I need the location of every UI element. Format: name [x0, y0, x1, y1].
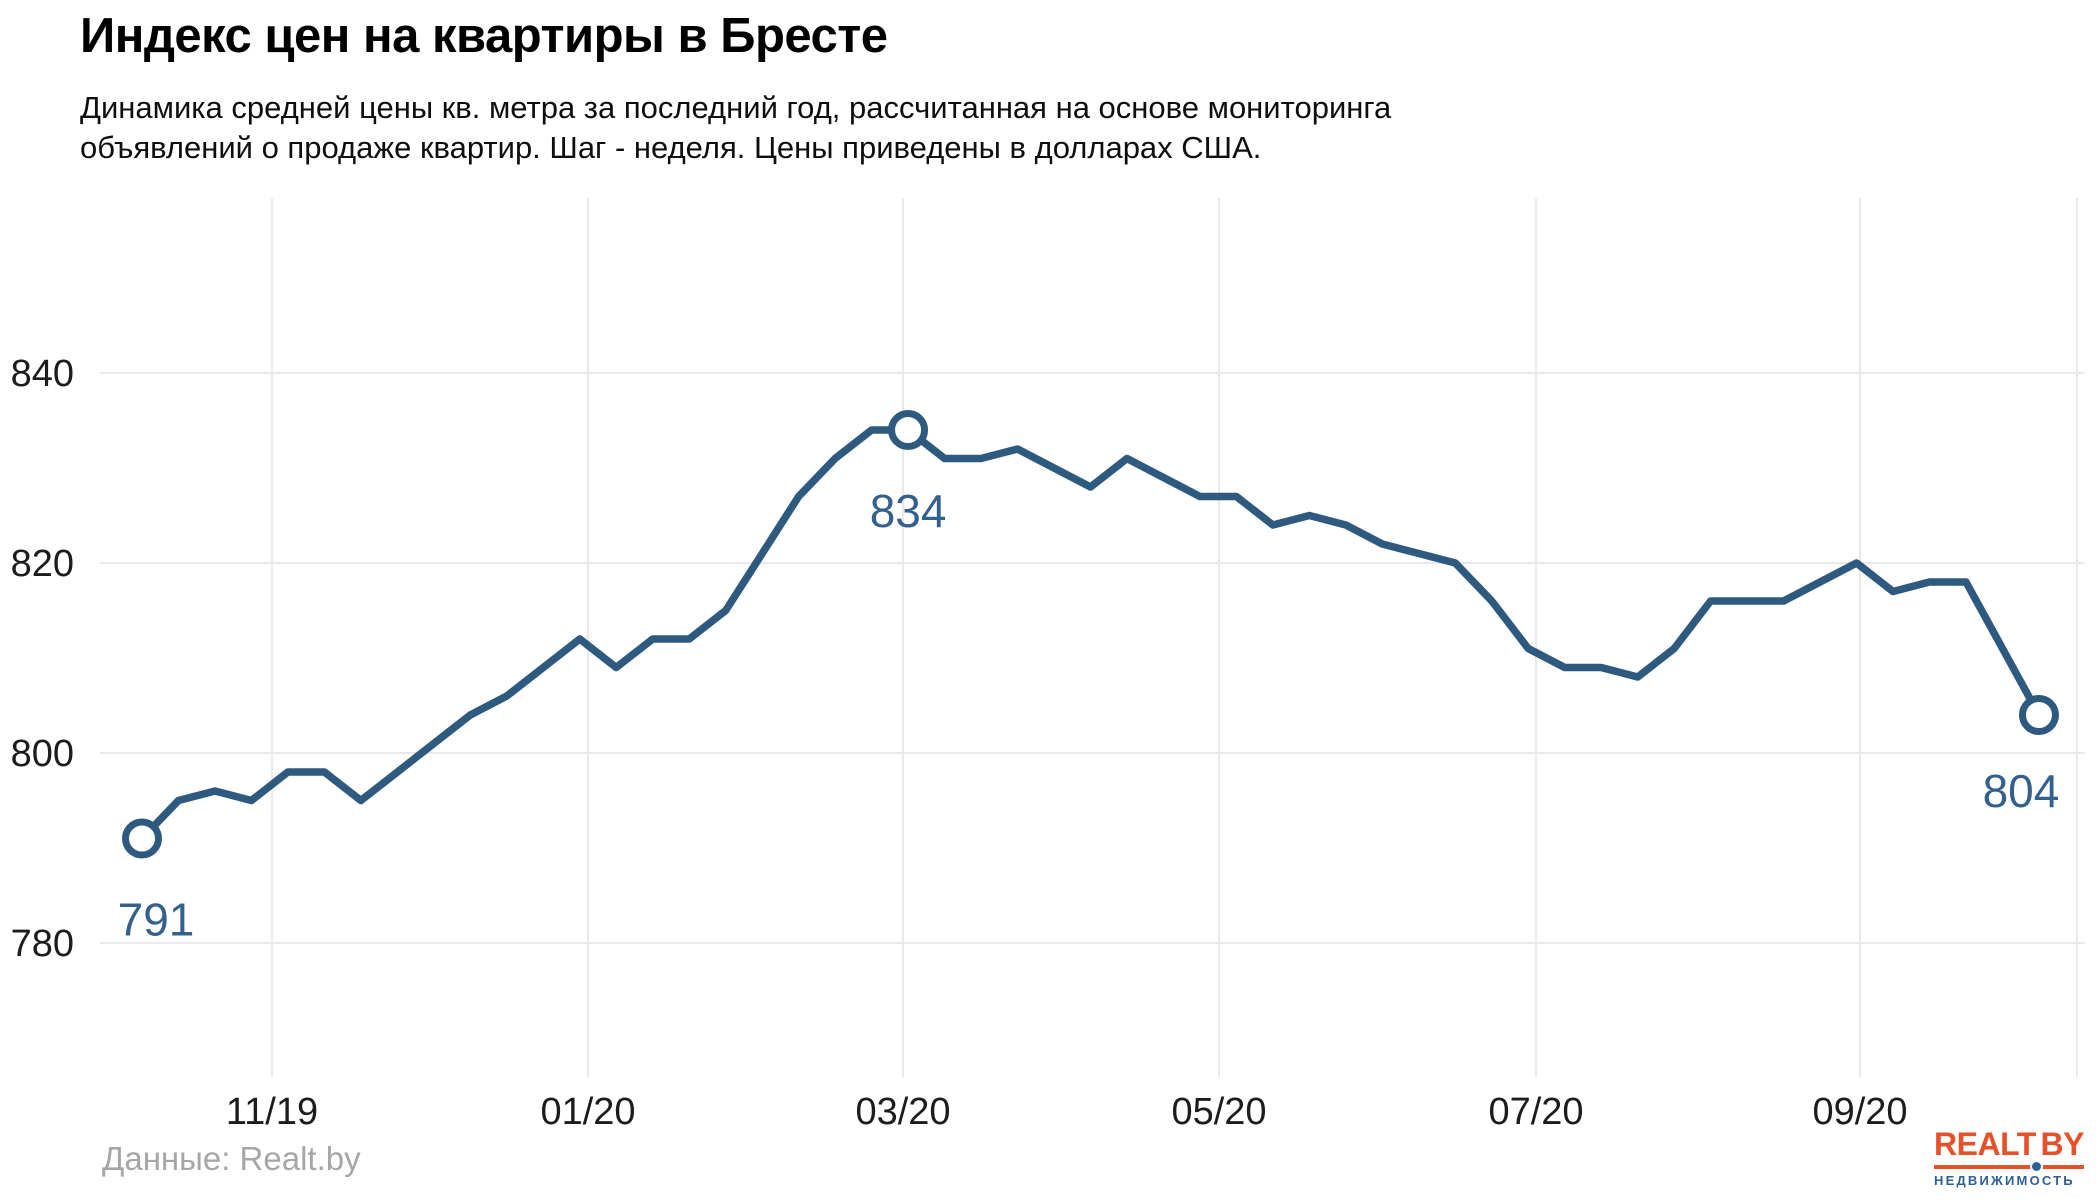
x-tick-label: 07/20	[1488, 1091, 1583, 1133]
y-tick-label: 820	[11, 543, 74, 585]
point-value-label: 804	[1983, 765, 2060, 817]
realt-by-logo: REALT BY НЕДВИЖИМОСТЬ	[1934, 1126, 2085, 1188]
x-tick-label: 11/19	[226, 1091, 318, 1133]
logo-word-realt: REALT	[1934, 1126, 2036, 1162]
point-marker	[2018, 695, 2059, 735]
point-marker	[122, 818, 162, 859]
data-source-caption: Данные: Realt.by	[102, 1140, 361, 1177]
chart-subtitle-line1: Динамика средней цены кв. метра за после…	[80, 90, 1392, 125]
chart-title: Индекс цен на квартиры в Бресте	[80, 9, 888, 63]
y-tick-label: 840	[11, 353, 74, 395]
point-value-label: 791	[118, 894, 195, 946]
x-tick-label: 05/20	[1171, 1091, 1266, 1133]
logo-word-by: BY	[2040, 1126, 2085, 1162]
x-tick-label: 03/20	[855, 1091, 950, 1133]
price-line-series	[138, 426, 2043, 843]
logo-dot-icon	[2030, 1160, 2043, 1173]
logo-tagline: НЕДВИЖИМОСТЬ	[1934, 1173, 2075, 1188]
realt-by-wordmark: REALT BY	[1934, 1126, 2085, 1163]
y-tick-label: 800	[11, 733, 74, 775]
chart-subtitle-line2: объявлений о продаже квартир. Шаг - неде…	[80, 130, 1262, 165]
y-tick-label: 780	[11, 923, 74, 965]
point-marker	[888, 410, 929, 450]
logo-underline	[1934, 1160, 2084, 1173]
point-value-label: 834	[870, 485, 947, 537]
chart-subtitle: Динамика средней цены кв. метра за после…	[80, 88, 1391, 168]
x-tick-label: 09/20	[1812, 1091, 1907, 1133]
x-tick-label: 01/20	[540, 1091, 635, 1133]
